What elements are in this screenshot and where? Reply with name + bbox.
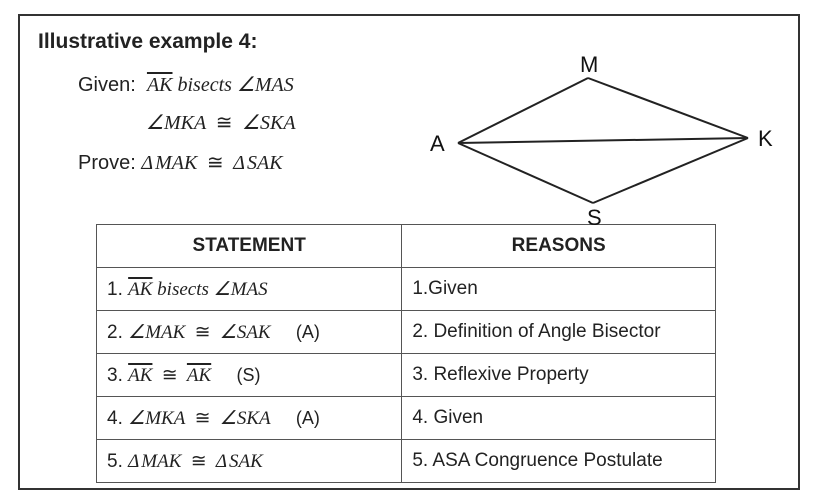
example-heading: Illustrative example 4:: [38, 30, 782, 54]
stmt-cell: 4. MKA SKA (A): [97, 397, 402, 440]
diagram-label-k: K: [758, 126, 773, 152]
given-line-1: Given: AK bisects MAS: [78, 68, 418, 102]
cong-symbol: [203, 152, 228, 174]
reason-cell: 3. Reflexive Property: [402, 354, 716, 397]
table-row: 5. MAK SAK 5. ASA Congruence Postulate: [97, 440, 716, 483]
cong-symbol: [191, 408, 215, 429]
given-line-2: MKA SKA: [78, 106, 418, 140]
row2-tag: (A): [296, 322, 320, 343]
row-num: 1.: [107, 279, 123, 300]
cong-symbol: [158, 365, 182, 386]
stmt-cell: 1. AK bisects MAS: [97, 268, 402, 311]
given-seg-ak: AK: [147, 74, 173, 96]
given-angle-ska: SKA: [242, 112, 296, 134]
proof-table: STATEMENT REASONS 1. AK bisects MAS 1.Gi…: [96, 224, 716, 483]
prove-label: Prove:: [78, 152, 136, 174]
reason-cell: 5. ASA Congruence Postulate: [402, 440, 716, 483]
diagram-label-s: S: [587, 205, 602, 231]
row5-tri-a: MAK: [128, 451, 181, 472]
row-num: 2.: [107, 322, 123, 343]
reason-cell: 2. Definition of Angle Bisector: [402, 311, 716, 354]
triangle-diagram: A M S K: [418, 68, 782, 218]
stmt-cell: 3. AK AK (S): [97, 354, 402, 397]
table-header-statement: STATEMENT: [97, 225, 402, 268]
row-num: 3.: [107, 365, 123, 386]
prove-tri-1: MAK: [141, 152, 197, 174]
stmt-cell: 5. MAK SAK: [97, 440, 402, 483]
row1-ang: MAS: [214, 279, 268, 300]
row-num: 5.: [107, 451, 123, 472]
table-row: 3. AK AK (S) 3. Reflexive Property: [97, 354, 716, 397]
row4-tag: (A): [296, 408, 320, 429]
row1-mid: bisects: [152, 279, 213, 300]
row4-ang-b: SKA: [220, 408, 271, 429]
row-num: 4.: [107, 408, 123, 429]
row3-seg-b: AK: [187, 365, 211, 386]
row2-ang-a: MAK: [128, 322, 185, 343]
diagram-svg: [418, 58, 798, 228]
row2-ang-b: SAK: [220, 322, 271, 343]
table-header-reasons: REASONS: [402, 225, 716, 268]
cong-symbol: [191, 322, 215, 343]
prove-tri-2: SAK: [233, 152, 282, 174]
given-bisects-word: bisects: [173, 74, 237, 96]
given-angle-mka: MKA: [146, 112, 206, 134]
table-row: 1. AK bisects MAS 1.Given: [97, 268, 716, 311]
cong-symbol: [212, 112, 237, 134]
row4-ang-a: MKA: [128, 408, 185, 429]
reason-cell: 4. Given: [402, 397, 716, 440]
given-label: Given:: [78, 74, 136, 96]
diagram-label-m: M: [580, 52, 598, 78]
table-row: 2. MAK SAK (A) 2. Definition of Angle Bi…: [97, 311, 716, 354]
row5-tri-b: SAK: [216, 451, 263, 472]
reason-cell: 1.Given: [402, 268, 716, 311]
row3-tag: (S): [236, 365, 260, 386]
prove-line: Prove: MAK SAK: [78, 146, 418, 180]
table-row: 4. MKA SKA (A) 4. Given: [97, 397, 716, 440]
given-angle-mas: MAS: [237, 74, 294, 96]
cong-symbol: [187, 451, 211, 472]
stmt-cell: 2. MAK SAK (A): [97, 311, 402, 354]
row1-seg: AK: [128, 279, 152, 300]
row3-seg-a: AK: [128, 365, 152, 386]
diagram-label-a: A: [430, 131, 445, 157]
given-block: Given: AK bisects MAS MKA SKA Prove: MAK…: [36, 68, 418, 184]
